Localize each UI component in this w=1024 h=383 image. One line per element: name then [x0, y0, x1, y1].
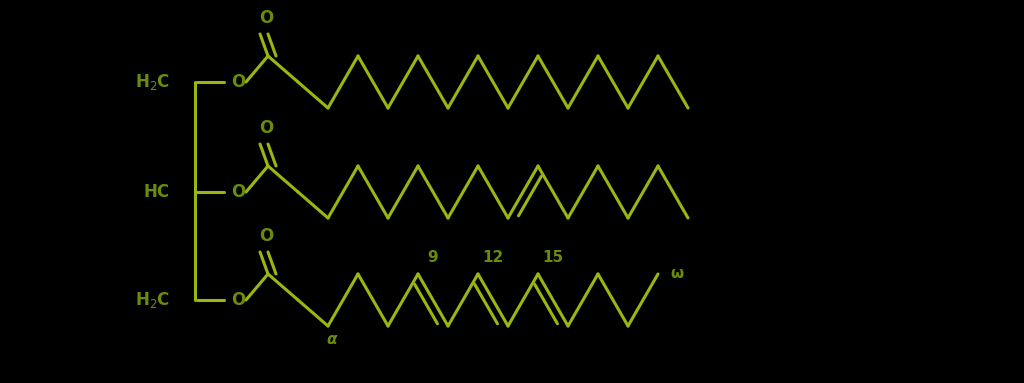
Text: 9: 9	[428, 250, 438, 265]
Text: O: O	[230, 291, 245, 309]
Text: HC: HC	[144, 183, 170, 201]
Text: ω: ω	[670, 267, 683, 282]
Text: O: O	[230, 183, 245, 201]
Text: O: O	[259, 9, 273, 27]
Text: 15: 15	[543, 250, 563, 265]
Text: H$_2$C: H$_2$C	[135, 72, 170, 92]
Text: O: O	[259, 119, 273, 137]
Text: O: O	[230, 73, 245, 91]
Text: α: α	[327, 332, 337, 347]
Text: 12: 12	[482, 250, 504, 265]
Text: O: O	[259, 227, 273, 245]
Text: H$_2$C: H$_2$C	[135, 290, 170, 310]
